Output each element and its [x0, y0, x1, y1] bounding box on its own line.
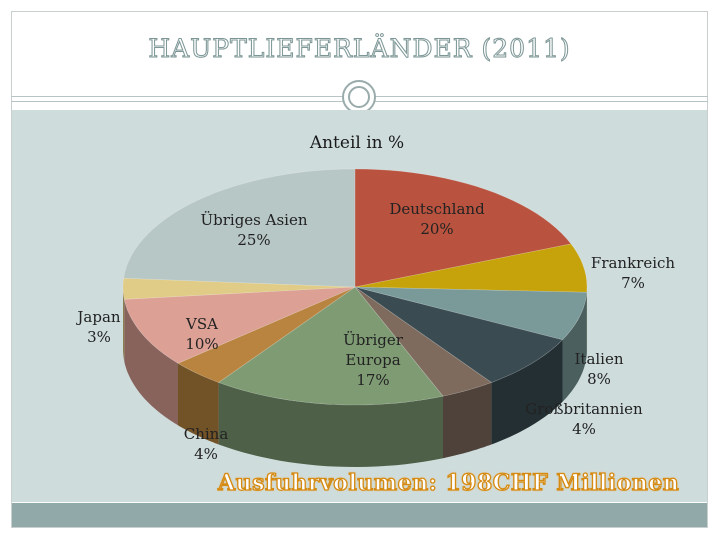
pie-label-japan: Japan 3%: [75, 308, 121, 346]
pie-side-grossbritannien: [443, 382, 492, 459]
pie-side-uebriger-europa: [218, 382, 443, 467]
pie-slice-japan: [122, 277, 356, 300]
pie-slice-vsa: [123, 286, 356, 364]
pie-labels: Deutschland 20% Frankreich 7% Italien 8% Großb…: [75, 200, 675, 463]
pie-sides: [123, 287, 587, 467]
export-volume-text: Ausfuhrvolumen: 198CHF Millionen: [217, 469, 680, 496]
chart-title: Anteil in %: [309, 133, 404, 153]
pie-side-segment-2: [562, 292, 587, 402]
pie-label-uebriger-europa: Übriger Europa 17%: [343, 331, 404, 389]
bottom-bar: [12, 503, 707, 527]
slide-title: HAUPTLIEFERLÄNDER (2011): [148, 34, 571, 64]
ornament-ring-icon: [342, 80, 376, 114]
pie-label-frankreich: Frankreich 7%: [591, 254, 676, 292]
pie-slice-grossbritannien: [354, 286, 493, 397]
ornament-ring-inner-icon: [348, 86, 370, 108]
pie-slice-frankreich: [354, 243, 588, 293]
pie-slice-deutschland: [354, 168, 572, 288]
pie-slice-uebriger-europa: [217, 286, 444, 406]
pie-side-japan: [123, 287, 125, 362]
pie-slice-uebriges-asien: [123, 168, 356, 288]
pie-label-deutschland: Deutschland 20%: [389, 200, 485, 238]
pie-slice-china: [177, 286, 356, 383]
pie-label-grossbritannien: Großbritannien 4%: [525, 400, 643, 438]
pie-side-china: [178, 363, 219, 445]
pie-label-uebriges-asien: Übriges Asien 25%: [200, 211, 307, 249]
pie-slice-segment-2: [354, 286, 588, 341]
pie-label-vsa: VSA 10%: [185, 315, 219, 353]
pie-side-vsa: [124, 299, 178, 426]
pie-label-italien: Italien 8%: [574, 350, 623, 388]
pie-side-italien: [491, 339, 563, 445]
pie-slice-italien: [354, 286, 564, 383]
pie-label-china: China 4%: [184, 425, 229, 463]
pie-slices: [122, 168, 588, 406]
